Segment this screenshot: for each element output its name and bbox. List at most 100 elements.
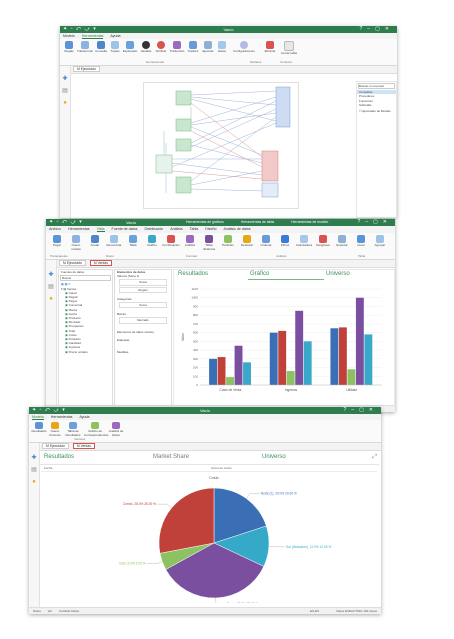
bar[interactable]: [217, 357, 226, 385]
panel-checkbox[interactable]: ☐ Ejecutado de Modelo: [359, 109, 391, 114]
bar[interactable]: [286, 371, 295, 385]
tree-item[interactable]: ▣ Ingresos: [65, 345, 81, 350]
tree-item[interactable]: ▣ Cantidad: [65, 341, 81, 346]
document-tab-active[interactable]: M Ventas: [72, 443, 95, 449]
document-icon[interactable]: ▤: [48, 284, 54, 290]
tree-root[interactable]: ▾ ▤ Ventas: [61, 286, 77, 291]
ribbon-button[interactable]: Traducción: [169, 41, 185, 54]
tree-item[interactable]: ▣ Total: [65, 328, 75, 333]
quick-access-icons[interactable]: ✦ ▫ ⤺ ⤻ ▾: [63, 26, 97, 32]
bar[interactable]: [209, 358, 217, 385]
tree-search[interactable]: Buscar: [60, 275, 111, 282]
tab-universo[interactable]: Universo: [262, 454, 286, 460]
tree-item[interactable]: ▣ Producto: [65, 337, 81, 342]
tree-item[interactable]: ▣ Mercado: [65, 320, 81, 325]
ribbon-button[interactable]: Nuevo modelo: [67, 235, 85, 251]
pie-slice[interactable]: [213, 487, 267, 544]
bar[interactable]: [330, 328, 339, 385]
menu-item[interactable]: Análisis: [170, 227, 183, 231]
pie-slice[interactable]: [158, 487, 215, 554]
bar[interactable]: [303, 341, 312, 385]
ribbon-button[interactable]: Anular: [86, 235, 104, 248]
tree-item[interactable]: ▣ Producto: [65, 316, 81, 321]
pie-slice[interactable]: [165, 542, 265, 599]
ribbon-button[interactable]: Verificar: [154, 41, 168, 54]
ribbon-button[interactable]: Ordenar: [257, 235, 275, 248]
ribbon-button[interactable]: Traducir: [186, 41, 200, 54]
tab-universo[interactable]: Universo: [326, 271, 350, 277]
status-item[interactable]: Ver: [47, 609, 53, 613]
warning-icon[interactable]: ●: [49, 296, 53, 302]
ribbon-button[interactable]: Desglosar: [314, 235, 332, 248]
ribbon-button[interactable]: Tabla dinámica: [200, 235, 218, 251]
props-value[interactable]: Mercado: [119, 317, 167, 324]
panel-item[interactable]: Subtotals: [359, 102, 372, 107]
add-icon[interactable]: ✚: [62, 76, 68, 82]
ribbon-button[interactable]: Transformar: [77, 41, 93, 54]
ribbon-button[interactable]: Combinación: [162, 235, 180, 248]
ribbon-button[interactable]: Explorador: [122, 41, 138, 54]
ribbon-button[interactable]: Filtros: [276, 235, 294, 248]
ribbon-button[interactable]: Gráfico: [143, 235, 161, 248]
status-item-right[interactable]: ES-ES: [309, 609, 319, 613]
ribbon-button[interactable]: Tuplas: [109, 41, 121, 54]
tree-item[interactable]: ▣ Costo: [65, 332, 77, 337]
ribbon-button[interactable]: Destacar: [238, 235, 256, 248]
results-table-button[interactable]: Tabla de Resultados: [63, 422, 83, 437]
ribbon-button[interactable]: Variable: [139, 41, 153, 54]
menu-item-active[interactable]: Herramientas: [81, 34, 104, 39]
bar[interactable]: [355, 297, 364, 385]
bar[interactable]: [243, 362, 251, 385]
tree-item[interactable]: ▣ Comercial: [65, 303, 83, 308]
document-tab-active[interactable]: M Ventas: [89, 260, 112, 266]
quick-access-icons[interactable]: ✦ ▫ ⤺ ⤻ ▾: [49, 219, 83, 225]
props-value[interactable]: Región: [119, 286, 167, 293]
menu-item[interactable]: Distribución: [144, 227, 164, 231]
ribbon-button[interactable]: Consulta: [94, 41, 108, 54]
document-tab[interactable]: M Ejecutado: [59, 260, 86, 266]
tree-item[interactable]: ▣ Fecha: [65, 311, 78, 316]
bar[interactable]: [226, 377, 234, 385]
panel-item[interactable]: Procedures: [359, 94, 375, 99]
ribbon-button[interactable]: Ejecutar: [201, 41, 215, 54]
bar[interactable]: [347, 369, 356, 385]
correspondence-chart-button[interactable]: Gráfico de Correspondencias: [84, 422, 108, 437]
ribbon-button[interactable]: Tabla: [124, 235, 142, 248]
menu-item[interactable]: Fuente de datos: [111, 227, 138, 231]
ribbon-button[interactable]: Pegar: [48, 235, 66, 248]
tree-item[interactable]: ▣ Precio unitario: [65, 349, 88, 354]
menu-item-active[interactable]: Vista: [96, 227, 105, 232]
warning-icon[interactable]: ●: [32, 479, 36, 485]
menu-item[interactable]: Análisis de datos: [223, 227, 251, 231]
window-controls[interactable]: ?–▢✕: [357, 219, 392, 225]
menu-item-active[interactable]: Modelo: [32, 415, 44, 420]
bar[interactable]: [278, 330, 287, 385]
add-icon[interactable]: ✚: [48, 272, 54, 278]
ribbon-button[interactable]: Análisis: [181, 235, 199, 248]
ribbon-button[interactable]: Datos: [216, 41, 228, 54]
menu-item[interactable]: Archivo: [49, 227, 61, 231]
tab-resultados[interactable]: Resultados: [44, 454, 75, 460]
bar[interactable]: [234, 345, 243, 385]
window-controls[interactable]: ?–▢✕: [359, 26, 394, 32]
context-tab[interactable]: Herramientas de gráficos: [186, 220, 224, 224]
document-icon[interactable]: ▤: [31, 467, 37, 473]
document-icon[interactable]: ▤: [62, 88, 68, 94]
ribbon-button[interactable]: Reglas: [62, 41, 76, 54]
menu-item[interactable]: Herramientas: [67, 227, 90, 231]
tree-item[interactable]: ▣ Pagos: [65, 299, 78, 304]
ribbon-button[interactable]: Renombrar: [105, 235, 123, 248]
expand-icon[interactable]: ⤢: [372, 454, 377, 460]
tab-market-share[interactable]: Market Share: [153, 454, 190, 460]
tree-item[interactable]: ▣ Prospectos: [65, 324, 84, 329]
bar[interactable]: [295, 310, 304, 385]
status-item[interactable]: Cambiar Datos: [59, 609, 80, 613]
ribbon-button[interactable]: Agrupar: [371, 235, 389, 248]
context-tab[interactable]: Herramientas de tabla: [240, 220, 275, 224]
bar[interactable]: [364, 334, 373, 385]
ribbon-button[interactable]: Configuraciones: [232, 41, 256, 54]
bar[interactable]: [269, 332, 278, 385]
quick-access-icons[interactable]: ✦ ▫ ⤺ ⤻ ▾: [32, 407, 66, 413]
results-button[interactable]: Resultados: [31, 422, 47, 434]
ribbon-button[interactable]: Partición: [219, 235, 237, 248]
